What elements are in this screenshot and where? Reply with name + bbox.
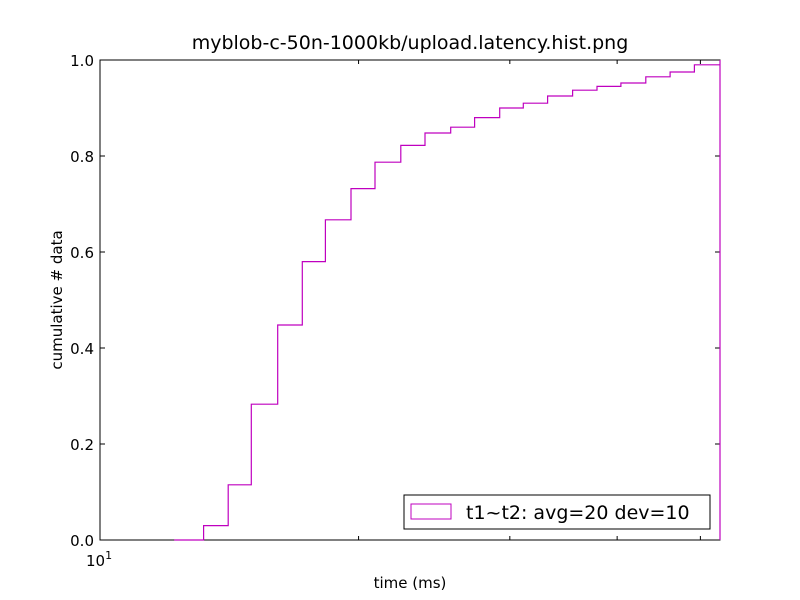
- x-axis: 101: [86, 60, 701, 570]
- y-tick-label: 0.0: [70, 532, 94, 550]
- legend-swatch: [410, 503, 452, 520]
- y-axis-label: cumulative # data: [48, 230, 66, 369]
- y-tick-label: 0.6: [70, 244, 94, 262]
- y-tick-label: 0.2: [70, 436, 94, 454]
- series-line: [174, 60, 721, 541]
- y-axis: 0.0 0.2 0.4 0.6 0.8 1.0: [70, 52, 720, 550]
- legend: t1~t2: avg=20 dev=10: [403, 494, 711, 530]
- x-tick-exponent: 1: [105, 549, 112, 562]
- x-tick-label: 101: [86, 549, 112, 570]
- x-tick-base: 10: [86, 552, 105, 570]
- series-layer: [174, 60, 721, 541]
- chart-title: myblob-c-50n-1000kb/upload.latency.hist.…: [192, 32, 629, 54]
- legend-label: t1~t2: avg=20 dev=10: [466, 502, 690, 524]
- legend-frame: [403, 494, 711, 530]
- y-tick-label: 0.4: [70, 340, 94, 358]
- x-axis-label: time (ms): [374, 574, 447, 592]
- y-tick-label: 0.8: [70, 148, 94, 166]
- y-tick-label: 1.0: [70, 52, 94, 70]
